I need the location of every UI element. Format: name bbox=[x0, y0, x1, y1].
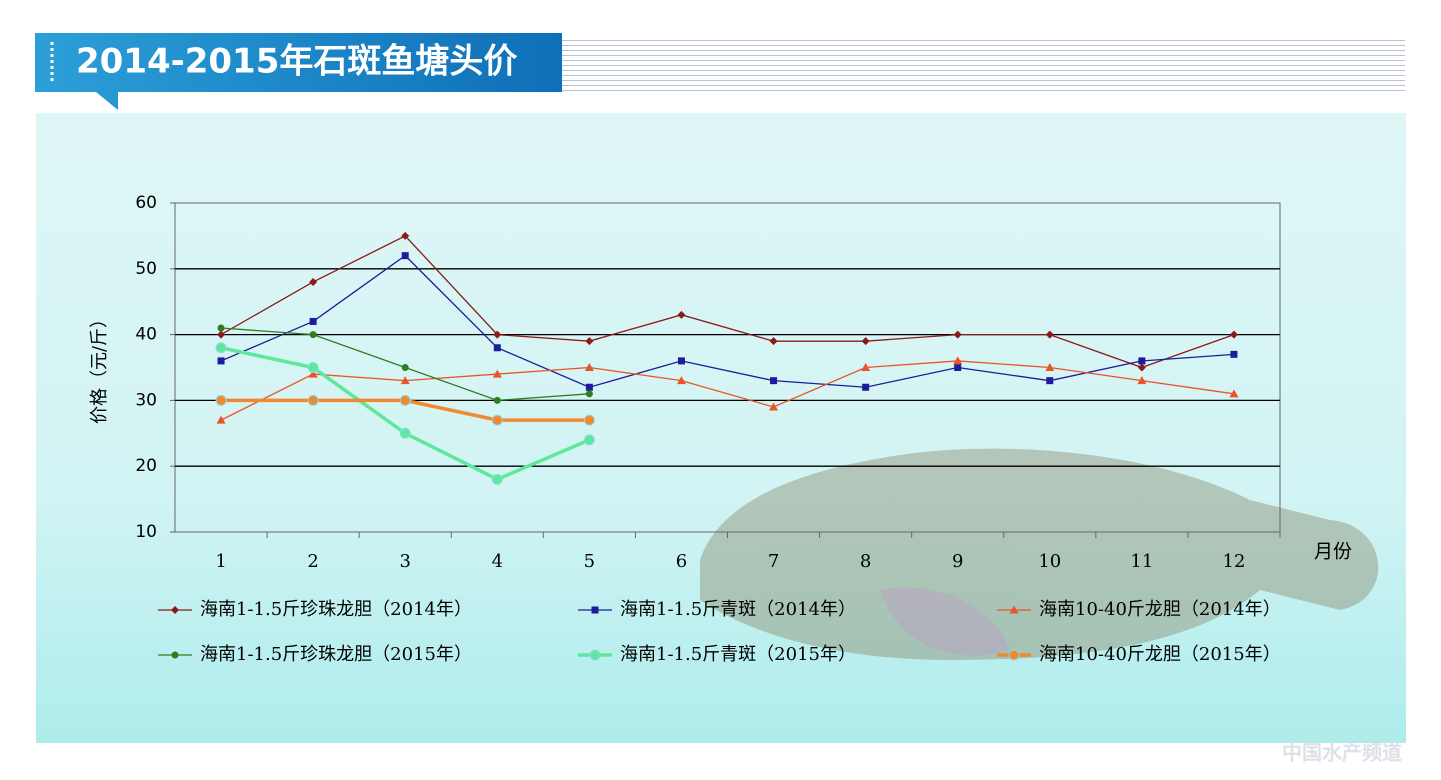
data-point bbox=[217, 330, 226, 339]
x-tick-label: 8 bbox=[860, 551, 871, 572]
data-point bbox=[585, 390, 593, 398]
data-point bbox=[861, 337, 870, 346]
data-point bbox=[217, 324, 225, 332]
chart-title: 2014-2015年石斑鱼塘头价 bbox=[76, 42, 517, 82]
data-point bbox=[399, 427, 411, 439]
data-point bbox=[307, 362, 319, 373]
y-tick-label: 50 bbox=[135, 259, 157, 279]
legend-marker bbox=[589, 649, 601, 661]
legend-marker bbox=[171, 606, 179, 614]
data-point bbox=[676, 376, 686, 385]
data-point bbox=[585, 337, 594, 346]
y-tick-label: 10 bbox=[135, 522, 157, 542]
data-point bbox=[1137, 376, 1147, 385]
data-point bbox=[492, 369, 502, 378]
data-point bbox=[953, 356, 963, 365]
x-tick-label: 5 bbox=[584, 551, 595, 572]
data-point bbox=[216, 415, 226, 424]
header-stripes bbox=[562, 36, 1405, 93]
y-tick-label: 20 bbox=[135, 456, 157, 476]
x-tick-label: 1 bbox=[215, 551, 226, 572]
data-point bbox=[491, 414, 503, 426]
data-point bbox=[584, 363, 594, 371]
legend-label: 海南1-1.5斤珍珠龙胆（2015年） bbox=[200, 644, 472, 665]
data-point bbox=[309, 277, 318, 286]
data-point bbox=[308, 369, 318, 378]
data-point bbox=[493, 344, 501, 352]
legend-marker bbox=[1009, 605, 1019, 614]
x-tick-label: 2 bbox=[307, 551, 318, 572]
y-tick-label: 60 bbox=[135, 193, 157, 213]
title-tab bbox=[35, 33, 562, 110]
data-point bbox=[493, 330, 502, 339]
panel bbox=[36, 113, 1406, 743]
data-point bbox=[769, 337, 778, 346]
x-axis-label: 月份 bbox=[1314, 541, 1352, 563]
data-point bbox=[677, 357, 685, 365]
legend-label: 海南10-40斤龙胆（2015年） bbox=[1039, 644, 1281, 665]
data-point bbox=[399, 394, 411, 406]
data-point bbox=[954, 364, 962, 371]
data-point bbox=[953, 330, 962, 339]
fish-illustration bbox=[700, 448, 1379, 660]
data-point bbox=[1230, 350, 1238, 358]
data-point bbox=[491, 473, 503, 485]
data-point bbox=[309, 331, 317, 339]
data-point bbox=[1137, 363, 1146, 372]
x-tick-label: 12 bbox=[1223, 551, 1246, 572]
legend-label: 海南1-1.5斤珍珠龙胆（2014年） bbox=[200, 599, 472, 620]
data-point bbox=[585, 383, 593, 391]
data-point bbox=[493, 396, 501, 404]
data-point bbox=[862, 383, 870, 391]
data-point bbox=[677, 310, 686, 319]
data-point bbox=[861, 363, 871, 371]
legend-marker bbox=[1008, 649, 1020, 661]
data-point bbox=[1138, 357, 1146, 365]
data-point bbox=[401, 364, 409, 371]
data-point bbox=[215, 394, 227, 406]
legend-marker bbox=[591, 606, 599, 614]
data-point bbox=[217, 357, 225, 365]
data-point bbox=[770, 377, 778, 385]
x-tick-label: 3 bbox=[399, 551, 410, 572]
legend-label: 海南10-40斤龙胆（2014年） bbox=[1039, 599, 1281, 620]
series-line bbox=[220, 360, 1235, 421]
data-point bbox=[215, 342, 227, 354]
data-point bbox=[769, 402, 779, 411]
series-line bbox=[220, 235, 1235, 369]
series-line bbox=[220, 254, 1235, 388]
data-point bbox=[1046, 377, 1054, 385]
data-point bbox=[1229, 389, 1239, 398]
x-tick-label: 6 bbox=[676, 551, 687, 572]
data-point bbox=[401, 252, 409, 260]
data-point bbox=[583, 434, 595, 446]
data-point bbox=[307, 394, 319, 406]
x-tick-label: 9 bbox=[952, 551, 963, 572]
data-point bbox=[1229, 330, 1238, 339]
y-tick-label: 40 bbox=[135, 325, 157, 345]
data-point bbox=[1045, 363, 1055, 371]
watermark: 中国水产频道 bbox=[1282, 741, 1402, 765]
data-point bbox=[583, 414, 595, 426]
x-tick-label: 4 bbox=[492, 551, 503, 572]
data-point bbox=[401, 231, 410, 240]
data-point bbox=[1045, 330, 1054, 339]
y-axis-label: 价格（元/斤） bbox=[89, 310, 110, 424]
x-tick-label: 10 bbox=[1038, 551, 1061, 572]
data-point bbox=[309, 317, 317, 325]
data-point bbox=[400, 376, 410, 385]
legend-marker bbox=[171, 651, 179, 659]
y-tick-label: 30 bbox=[135, 390, 157, 410]
x-tick-label: 11 bbox=[1130, 551, 1153, 572]
legend-label: 海南1-1.5斤青斑（2015年） bbox=[620, 644, 856, 665]
legend-label: 海南1-1.5斤青斑（2014年） bbox=[620, 599, 856, 620]
x-tick-label: 7 bbox=[768, 551, 779, 572]
